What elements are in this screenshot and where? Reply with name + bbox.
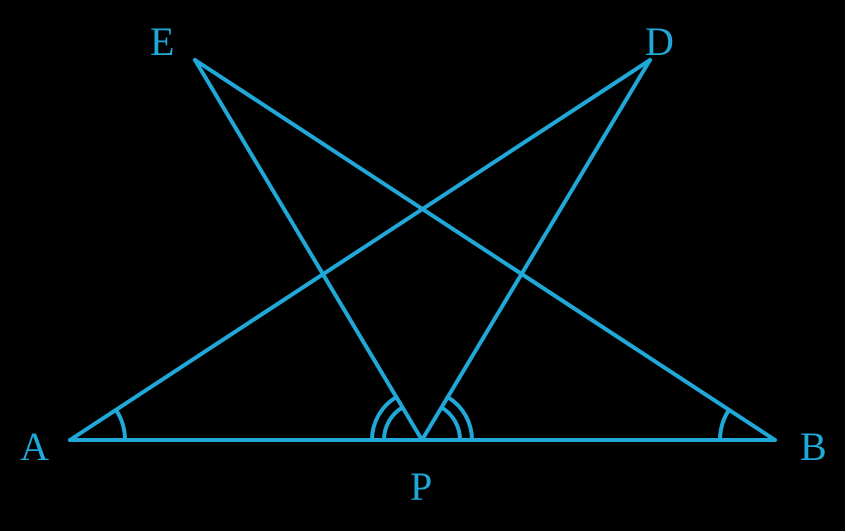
segment-PD <box>422 60 650 440</box>
label-D: D <box>645 19 674 64</box>
label-A: A <box>20 424 49 469</box>
geometry-figure: A B P E D <box>0 0 845 531</box>
label-E: E <box>150 19 174 64</box>
angle-arc-B <box>720 410 729 440</box>
label-B: B <box>800 424 827 469</box>
segments-group <box>70 60 775 440</box>
segment-PE <box>195 60 422 440</box>
angle-arc-A <box>116 410 125 440</box>
label-P: P <box>410 464 432 509</box>
angle-arc-P <box>442 407 460 440</box>
angle-arc-P <box>384 407 403 440</box>
segment-AD <box>70 60 650 440</box>
angle-arcs-group <box>116 397 729 440</box>
segment-BE <box>195 60 775 440</box>
